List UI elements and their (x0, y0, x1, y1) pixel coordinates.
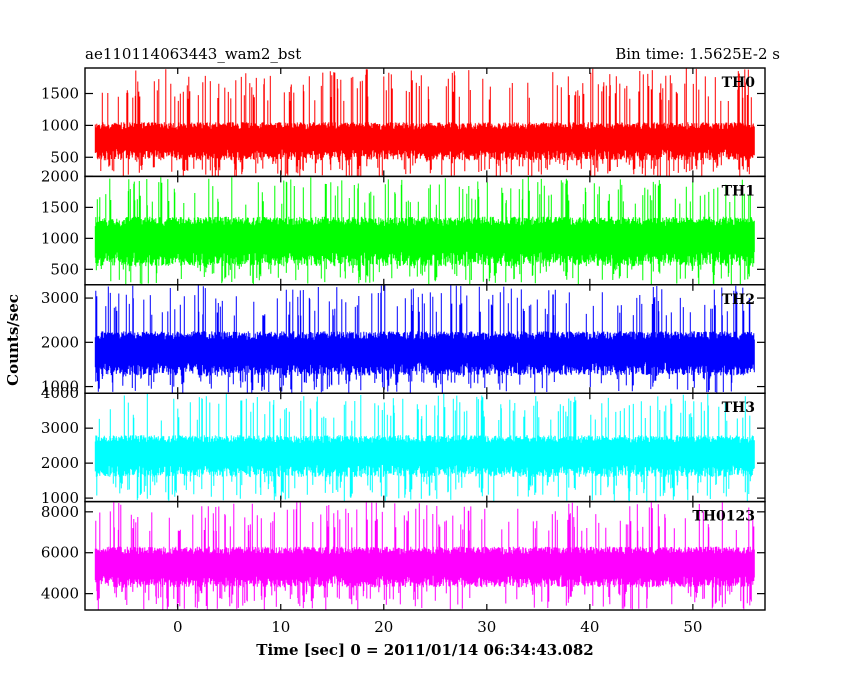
y-tick-label-th0: 500 (50, 148, 79, 166)
series-line-th2 (94, 285, 755, 394)
y-axis-title: Counts/sec (4, 294, 22, 386)
y-tick-label-th1: 1500 (41, 198, 79, 216)
x-axis-title: Time [sec] 0 = 2011/01/14 06:34:43.082 (256, 641, 593, 659)
x-tick-label: 50 (683, 618, 702, 636)
panels-group: 50010001500TH0500100015002000TH110002000… (41, 67, 766, 636)
series-line-th3 (94, 393, 755, 502)
x-tick-label: 0 (173, 618, 183, 636)
panel-label-th3: TH3 (722, 400, 755, 416)
y-tick-label-th1: 500 (50, 260, 79, 278)
y-tick-label-th0: 1500 (41, 85, 79, 103)
x-tick-label: 10 (271, 618, 290, 636)
y-tick-label-th3: 2000 (41, 454, 79, 472)
y-tick-label-th2: 2000 (41, 333, 79, 351)
x-tick-label: 20 (374, 618, 393, 636)
x-tick-label: 30 (477, 618, 496, 636)
y-tick-label-th3: 3000 (41, 419, 79, 437)
y-tick-label-th1: 1000 (41, 229, 79, 247)
chart-title: ae110114063443_wam2_bst (85, 45, 301, 63)
series-line-th0 (94, 68, 755, 177)
y-tick-label-th0123: 4000 (41, 585, 79, 603)
panel-label-th0123: TH0123 (692, 509, 755, 525)
panel-label-th2: TH2 (722, 292, 755, 308)
y-tick-label-th2: 1000 (41, 378, 79, 396)
y-tick-label-th3: 4000 (41, 384, 79, 402)
y-tick-label-th3: 1000 (41, 489, 79, 507)
panel-label-th1: TH1 (722, 183, 755, 199)
series-line-th1 (94, 176, 755, 285)
y-tick-label-th1: 2000 (41, 167, 79, 185)
y-tick-label-th0123: 8000 (41, 503, 79, 521)
panel-label-th0: TH0 (722, 75, 756, 91)
panel-frame-th0123 (84, 500, 766, 611)
y-tick-label-th0: 1000 (41, 116, 79, 134)
series-line-th0123 (94, 501, 755, 610)
y-tick-label-th0123: 6000 (41, 544, 79, 562)
y-tick-label-th2: 3000 (41, 289, 79, 307)
bin-time-label: Bin time: 1.5625E-2 s (615, 45, 780, 63)
x-tick-label: 40 (580, 618, 599, 636)
